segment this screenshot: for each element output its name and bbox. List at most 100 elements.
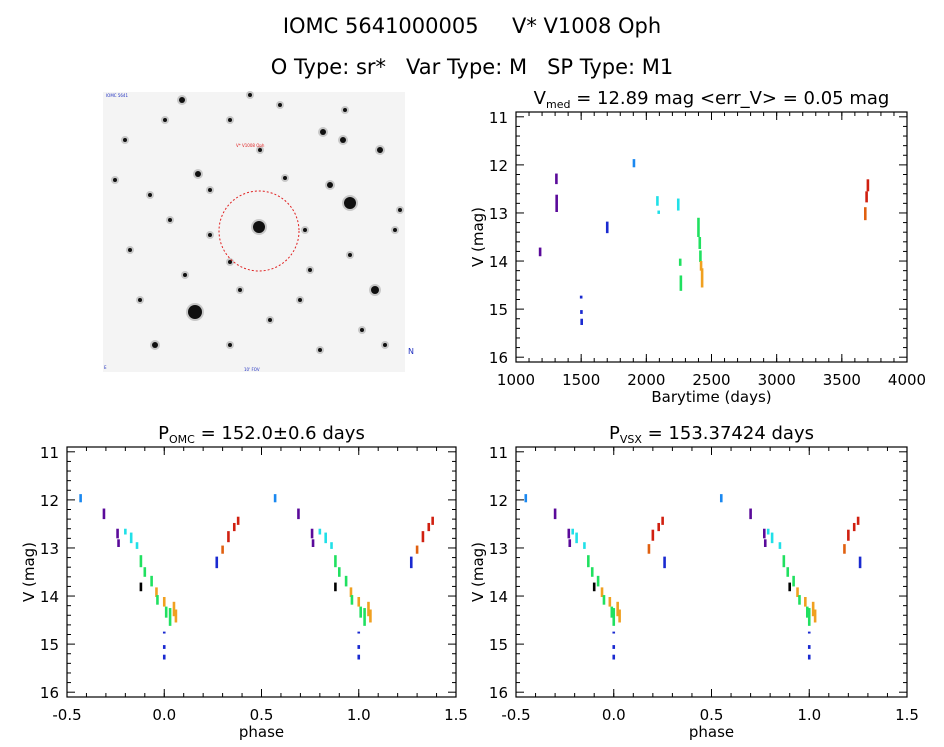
lightcurve-title: Vmed = 12.89 mag <err_V> = 0.05 mag: [534, 88, 890, 111]
phase_vsx-y-axis-label: V (mag): [469, 542, 487, 602]
star: [268, 318, 272, 322]
y-tick-label: 15: [489, 636, 508, 654]
x-tick-label: 0.0: [152, 706, 176, 724]
y-tick-label: 12: [40, 492, 59, 510]
title-symbol: V: [534, 88, 547, 109]
lightcurve-y-axis-label: V (mag): [469, 207, 487, 267]
star: [340, 137, 346, 143]
star: [278, 103, 282, 107]
sky-label-north: N: [408, 347, 414, 356]
y-tick-label: 16: [489, 684, 508, 702]
star: [344, 197, 356, 209]
x-tick-label: 2500: [692, 371, 730, 389]
sky-label-target: V* V1008 Oph: [236, 143, 265, 148]
star: [188, 305, 202, 319]
star: [228, 260, 232, 264]
y-tick-label: 14: [489, 253, 508, 271]
star: [113, 178, 117, 182]
star: [327, 182, 333, 188]
star: [238, 288, 242, 292]
star: [228, 343, 232, 347]
star: [308, 268, 312, 272]
star: [138, 298, 142, 302]
lightcurve-plot: 1000 1500 2000 2500 3000 3500 4000 11 12 13 14 15 16…: [469, 88, 926, 406]
y-tick-label: 14: [40, 588, 59, 606]
title-subscript: med: [546, 98, 570, 111]
title-text: = 153.37424 days: [642, 423, 814, 444]
star: [228, 118, 232, 122]
figure-title: IOMC 5641000005 V* V1008 Oph: [282, 14, 662, 38]
target-circle: [218, 190, 300, 272]
star: [253, 221, 265, 233]
phase_omc-frame: [66, 446, 457, 698]
star: [320, 129, 326, 135]
star: [283, 176, 287, 180]
star: [123, 138, 127, 142]
title-symbol: P: [158, 423, 169, 444]
star: [360, 328, 364, 332]
y-tick-label: 16: [489, 349, 508, 367]
x-tick-label: -0.5: [501, 706, 530, 724]
star: [258, 148, 262, 152]
phase_omc-y-axis-label: V (mag): [20, 542, 38, 602]
phase_vsx-title: PVSX = 153.37424 days: [609, 423, 814, 446]
star: [398, 208, 402, 212]
y-tick-label: 11: [489, 444, 508, 462]
phase_vsx-frame: [515, 446, 908, 698]
star: [248, 93, 252, 97]
x-tick-label: 1500: [562, 371, 600, 389]
x-tick-label: 0.5: [700, 706, 724, 724]
y-tick-label: 16: [40, 684, 59, 702]
star: [183, 273, 187, 277]
x-tick-label: 2000: [627, 371, 665, 389]
star: [195, 171, 201, 177]
x-tick-label: 0.5: [250, 706, 274, 724]
x-tick-label: 0.0: [602, 706, 626, 724]
sky-label-bottom: 10' FOV: [244, 367, 260, 372]
star: [128, 248, 132, 252]
title-subscript: OMC: [169, 433, 195, 446]
phase_vsx-plot: -0.5 0.0 0.5 1.0 1.5 11 12 13 14 15 16 phase V (mag)…: [469, 423, 919, 741]
y-tick-label: 13: [40, 540, 59, 558]
phase_omc-title: POMC = 152.0±0.6 days: [158, 423, 365, 446]
star: [298, 298, 302, 302]
x-tick-label: 3000: [758, 371, 796, 389]
star: [303, 228, 307, 232]
y-tick-label: 12: [489, 492, 508, 510]
star: [393, 228, 397, 232]
phase_omc-x-axis-label: phase: [239, 723, 284, 741]
x-tick-label: 4000: [888, 371, 926, 389]
y-tick-label: 13: [489, 205, 508, 223]
sky-label-top: IOMC 5641: [106, 93, 128, 98]
star: [152, 342, 158, 348]
star: [208, 188, 212, 192]
star: [148, 193, 152, 197]
y-tick-label: 12: [489, 157, 508, 175]
star: [377, 147, 383, 153]
y-tick-label: 11: [489, 109, 508, 127]
lightcurve-x-axis-label: Barytime (days): [651, 388, 771, 406]
star-field: [111, 91, 404, 354]
phase_vsx-x-axis-label: phase: [689, 723, 734, 741]
star: [163, 118, 167, 122]
title-text: = 152.0±0.6 days: [195, 423, 365, 444]
star: [208, 233, 212, 237]
star: [318, 348, 322, 352]
title-subscript: VSX: [620, 433, 643, 446]
y-tick-label: 13: [489, 540, 508, 558]
x-tick-label: 1.0: [347, 706, 371, 724]
y-tick-label: 14: [489, 588, 508, 606]
star: [371, 286, 379, 294]
lightcurve-frame: [515, 111, 908, 363]
star: [348, 253, 352, 257]
x-tick-label: -0.5: [52, 706, 81, 724]
y-tick-label: 15: [489, 301, 508, 319]
title-text: = 12.89 mag <err_V> = 0.05 mag: [570, 88, 889, 109]
figure-subtitle: O Type: sr* Var Type: M SP Type: M1: [270, 55, 674, 79]
star: [168, 218, 172, 222]
x-tick-label: 1.5: [895, 706, 919, 724]
sky-image: IOMC 5641 V* V1008 Oph 10' FOV N E: [103, 91, 414, 372]
x-tick-label: 1.5: [444, 706, 468, 724]
title-symbol: P: [609, 423, 620, 444]
